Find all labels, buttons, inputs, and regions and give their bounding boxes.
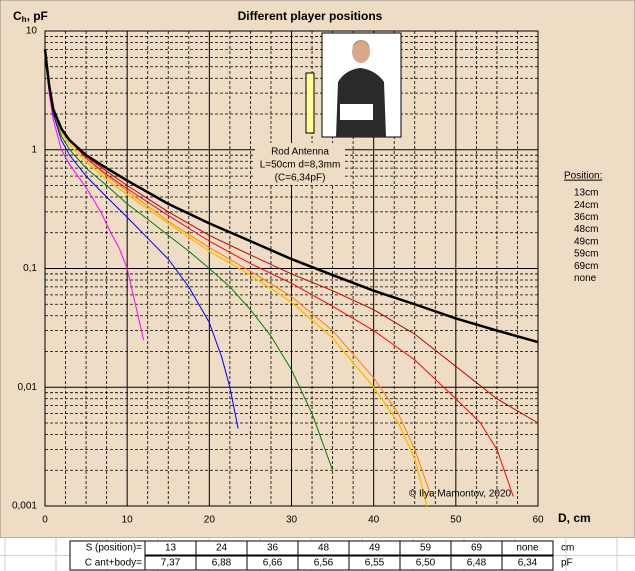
y-axis-label: Ch, pF (13, 9, 48, 24)
y-axis-label-unit: , pF (27, 9, 48, 23)
photo (321, 32, 402, 138)
y-tick-label: 0,001 (12, 501, 37, 512)
grid: 0,001 0,01 0,1 1 10 0 10 20 30 40 50 60 (12, 26, 544, 526)
row-label: S (position)= (86, 543, 143, 554)
legend-entry: 49cm (574, 236, 598, 247)
table-value: 13 (165, 543, 177, 554)
y-tick-label: 0,1 (23, 263, 37, 274)
table-value: 48 (318, 543, 330, 554)
y-axis-label-main: C (13, 9, 22, 23)
x-tick-label: 20 (204, 515, 216, 526)
chart-title: Different player positions (238, 9, 383, 23)
y-tick-label: 0,01 (18, 382, 38, 393)
table: S (position)= 13 24 36 48 49 59 69 none cm C ant+b… (0, 538, 635, 571)
x-tick-label: 50 (450, 515, 462, 526)
table-value: 6,55 (365, 558, 385, 569)
legend-entry: none (574, 273, 597, 284)
table-value: 6,66 (263, 558, 283, 569)
legend-entry: 48cm (574, 224, 598, 235)
legend-entry: 59cm (574, 249, 598, 260)
table-value: 36 (267, 543, 279, 554)
antenna-bar (305, 72, 315, 134)
table-value: 6,56 (314, 558, 334, 569)
photo-body (336, 68, 386, 137)
table-value: 6,34 (518, 558, 538, 569)
annotation: L=50cm d=8,3mm (260, 160, 341, 171)
annotation-box (255, 143, 345, 185)
row-label: C ant+body= (85, 558, 142, 569)
legend-entry: 13cm (574, 188, 598, 199)
x-axis-label: D, cm (558, 511, 591, 525)
annotation: Rod Antenna (271, 147, 329, 158)
table-value: 59 (420, 543, 432, 554)
table-value: 6,88 (212, 558, 232, 569)
legend-entry: 36cm (574, 212, 598, 223)
y-axis-label-sub: h (22, 15, 27, 24)
series-line (44, 49, 334, 471)
x-tick-label: 10 (122, 515, 134, 526)
table-value: none (516, 543, 539, 554)
lines (43, 49, 539, 507)
x-tick-label: 40 (368, 515, 380, 526)
legend-entry: 24cm (574, 200, 598, 211)
table-value: 6,50 (416, 558, 436, 569)
table-value: 69 (471, 543, 483, 554)
credit: © Ilya Mamontov, 2020 (409, 489, 512, 500)
legend-entry: 69cm (574, 261, 598, 272)
legend-title: Position: (564, 171, 602, 182)
y-tick-label: 10 (26, 26, 38, 37)
series-line (44, 49, 145, 341)
table-value: 7,37 (161, 558, 181, 569)
photo-hair (352, 40, 370, 48)
row-unit: cm (561, 543, 574, 554)
photo-head (352, 41, 370, 63)
table-value: 24 (216, 543, 228, 554)
table-cell (501, 540, 554, 556)
series-line (44, 49, 239, 429)
x-tick-label: 0 (42, 515, 48, 526)
table-value: 6,48 (467, 558, 487, 569)
photo-patch (340, 104, 373, 120)
x-tick-label: 60 (532, 515, 544, 526)
table-cell (501, 555, 554, 571)
x-tick-label: 30 (286, 515, 298, 526)
y-tick-label: 1 (31, 144, 37, 155)
table-value: 49 (369, 543, 381, 554)
annotation: (C=6,34pF) (275, 173, 326, 184)
series-line (43, 49, 539, 344)
row-unit: pF (561, 558, 573, 569)
